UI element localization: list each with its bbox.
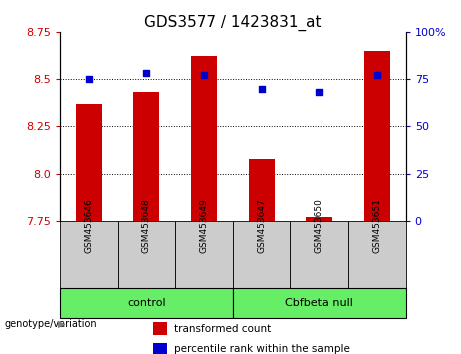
Bar [60, 221, 118, 288]
Bar [133, 92, 160, 221]
Point [315, 90, 323, 95]
Text: GSM453647: GSM453647 [257, 198, 266, 253]
Text: Cbfbeta null: Cbfbeta null [285, 298, 353, 308]
Text: transformed count: transformed count [174, 324, 271, 334]
Text: GSM453651: GSM453651 [372, 198, 381, 253]
Text: GSM453648: GSM453648 [142, 198, 151, 253]
Point [142, 70, 150, 76]
Bar [364, 51, 390, 221]
Text: GSM453650: GSM453650 [315, 198, 324, 253]
Bar [76, 104, 102, 221]
Title: GDS3577 / 1423831_at: GDS3577 / 1423831_at [144, 14, 322, 30]
Bar [248, 159, 275, 221]
Bar [60, 288, 233, 318]
Bar [306, 217, 332, 221]
Point [200, 73, 207, 78]
Bar [175, 221, 233, 288]
Bar [118, 221, 175, 288]
Text: percentile rank within the sample: percentile rank within the sample [174, 344, 350, 354]
Bar [348, 221, 406, 288]
Bar [153, 322, 167, 335]
Text: ▶: ▶ [58, 319, 65, 329]
Bar [290, 221, 348, 288]
Bar [233, 288, 406, 318]
Bar [191, 56, 217, 221]
Text: control: control [127, 298, 165, 308]
Point [373, 73, 381, 78]
Bar [153, 343, 167, 354]
Text: GSM453649: GSM453649 [200, 198, 208, 253]
Text: GSM453646: GSM453646 [84, 198, 93, 253]
Point [258, 86, 266, 91]
Point [85, 76, 92, 82]
Text: genotype/variation: genotype/variation [5, 319, 97, 329]
Bar [233, 221, 290, 288]
